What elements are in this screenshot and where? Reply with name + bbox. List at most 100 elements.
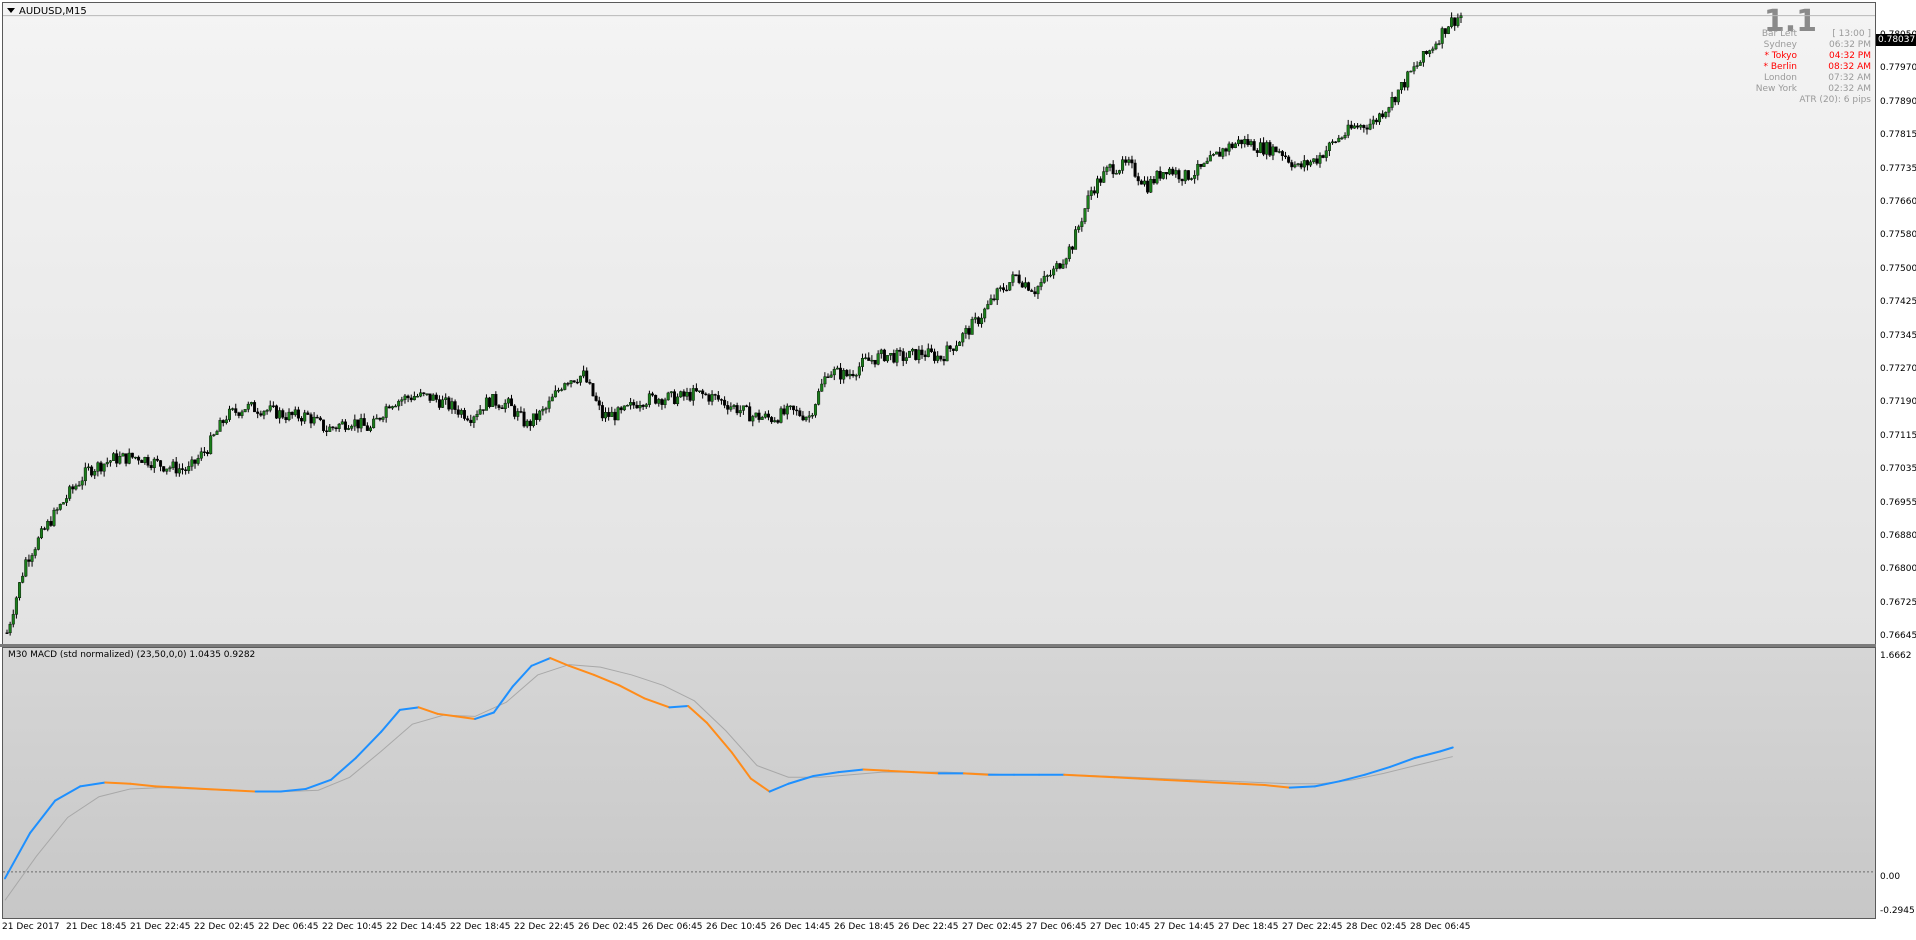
time-tick-label: 21 Dec 18:45 — [66, 922, 127, 932]
candle — [886, 355, 890, 363]
candle — [1425, 50, 1429, 55]
candle — [1111, 160, 1115, 178]
candle — [259, 410, 263, 417]
timeframe-badge: 1.1 — [1763, 4, 1817, 39]
candle — [36, 536, 40, 551]
macd-segment — [1238, 782, 1266, 787]
candle — [751, 414, 755, 427]
candle — [1130, 155, 1134, 169]
candle — [315, 414, 319, 419]
candle — [491, 394, 495, 407]
candle — [1205, 157, 1209, 165]
candle — [90, 465, 94, 478]
candle — [466, 415, 470, 422]
candle — [337, 422, 341, 432]
candle — [986, 300, 990, 310]
candle — [74, 483, 78, 491]
candle — [525, 419, 529, 429]
pane-splitter[interactable] — [0, 644, 1876, 647]
candle — [331, 426, 335, 431]
candle — [798, 407, 802, 418]
macd-segment — [417, 706, 439, 715]
candle — [1014, 274, 1018, 277]
candle — [284, 412, 288, 424]
candle — [647, 390, 651, 408]
candle — [71, 484, 75, 494]
macd-segment — [455, 715, 477, 720]
macd-segment — [530, 657, 552, 667]
candle — [1224, 147, 1228, 157]
candle — [274, 404, 278, 419]
candle — [475, 410, 479, 421]
macd-segment — [1213, 781, 1241, 785]
candle — [1058, 262, 1062, 270]
candle — [296, 406, 300, 422]
candle — [193, 459, 197, 469]
candle — [1399, 81, 1403, 94]
candle — [929, 344, 933, 353]
macd-segment — [549, 657, 571, 667]
candle — [459, 408, 463, 418]
candle — [958, 340, 962, 346]
candle — [209, 432, 213, 455]
candle — [892, 349, 896, 364]
macd-segment — [1063, 773, 1091, 777]
candle — [500, 404, 504, 409]
candle — [600, 401, 604, 422]
candle — [911, 347, 915, 356]
candle — [1396, 89, 1400, 105]
candle — [52, 507, 56, 527]
candle — [766, 410, 770, 421]
info-value: 07:32 AM — [1828, 73, 1871, 83]
candle — [378, 417, 382, 422]
macd-segment — [474, 711, 495, 720]
candle — [1378, 112, 1382, 125]
info-value: 06:32 PM — [1829, 40, 1871, 50]
candle — [1196, 160, 1200, 181]
candle — [1280, 150, 1284, 161]
candle — [1255, 148, 1259, 157]
candle — [522, 408, 526, 428]
dropdown-triangle-icon[interactable] — [7, 8, 15, 13]
candle — [159, 460, 163, 472]
candle — [96, 461, 100, 477]
chart-title[interactable]: AUDUSD,M15 — [7, 6, 87, 17]
candle — [1343, 132, 1347, 140]
macd-segment — [436, 712, 458, 718]
info-label: ATR (20): 6 pips — [1799, 95, 1871, 105]
candle — [494, 391, 498, 409]
candle — [437, 395, 441, 410]
candle — [1033, 286, 1037, 297]
candle — [347, 425, 351, 431]
candle — [1218, 146, 1222, 157]
price-chart-pane[interactable]: AUDUSD,M15 1.1 Bar Left [ 13:00 ] Sydney 06… — [2, 2, 1876, 645]
candle — [920, 345, 924, 359]
candle — [1271, 144, 1275, 161]
candle — [557, 387, 561, 393]
candle — [1315, 155, 1319, 166]
candle — [384, 403, 388, 423]
macd-indicator-pane[interactable]: M30 MACD (std normalized) (23,50,0,0) 1.… — [2, 647, 1876, 919]
candle — [303, 409, 307, 424]
candle — [616, 406, 620, 421]
candle — [553, 385, 557, 398]
candle — [409, 394, 413, 403]
candle — [1290, 159, 1294, 171]
candle — [1299, 161, 1303, 170]
candle — [879, 348, 883, 359]
candle — [293, 406, 297, 417]
candle — [1070, 245, 1074, 254]
candle — [933, 348, 937, 364]
macd-segment — [787, 774, 815, 785]
candle — [1340, 136, 1344, 140]
candle — [651, 391, 655, 397]
candle — [1387, 106, 1391, 118]
candle — [719, 398, 723, 405]
candle — [1258, 138, 1262, 154]
candle — [212, 433, 216, 437]
candle — [676, 393, 680, 407]
info-label: London — [1764, 73, 1797, 83]
macd-segment — [837, 768, 865, 774]
candle — [1437, 40, 1441, 46]
candle — [353, 414, 357, 431]
